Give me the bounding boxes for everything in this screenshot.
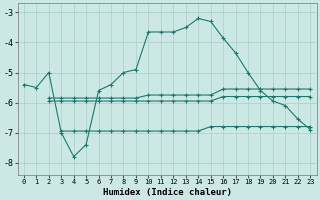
X-axis label: Humidex (Indice chaleur): Humidex (Indice chaleur) xyxy=(103,188,232,197)
